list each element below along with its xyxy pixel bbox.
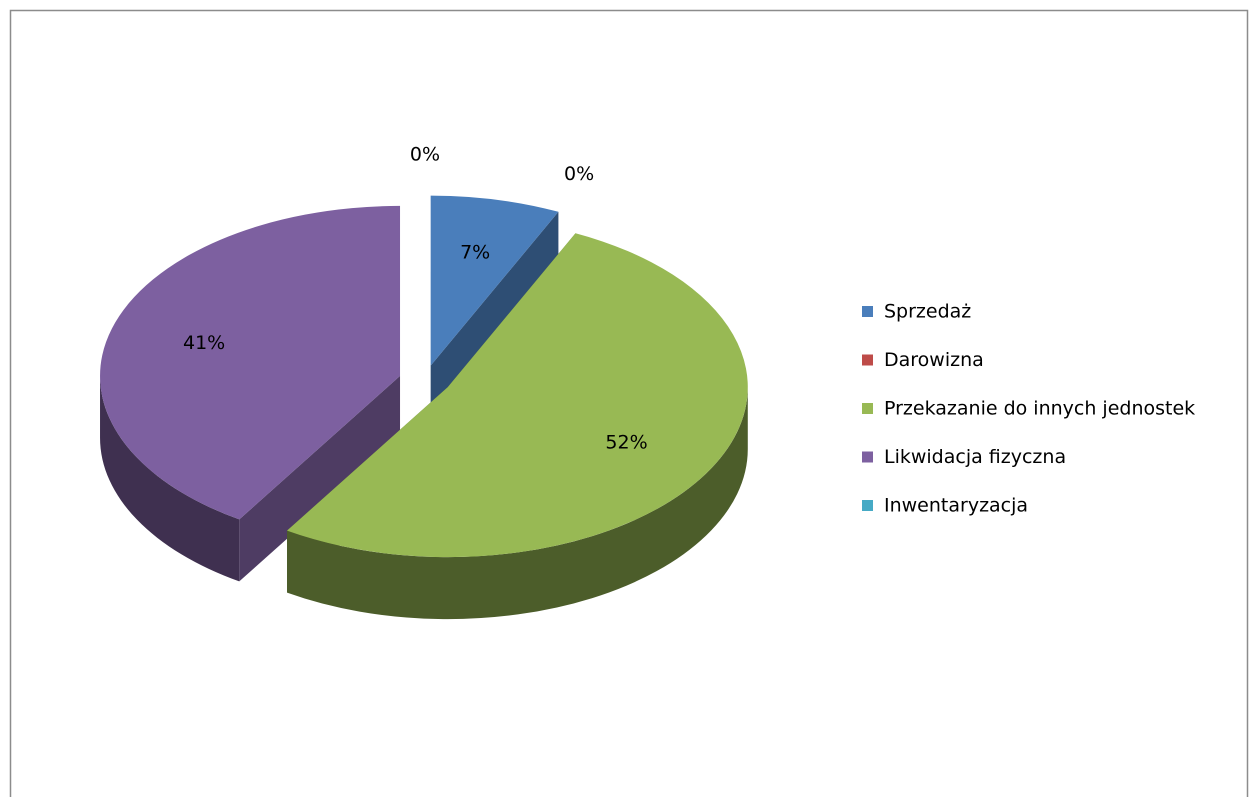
slice	[287, 233, 748, 558]
slice	[430, 195, 559, 366]
slice-side	[287, 387, 748, 620]
slice-side	[100, 375, 240, 582]
legend-label: Inwentaryzacja	[884, 495, 1028, 517]
legend-label: Darowizna	[884, 349, 984, 371]
slice-wall	[239, 375, 401, 582]
data-label: 41%	[183, 332, 225, 354]
legend-label: Przekazanie do innych jednostek	[884, 398, 1195, 420]
data-label: 52%	[605, 431, 647, 453]
legend-label: Sprzedaż	[884, 301, 971, 323]
legend-swatch	[862, 500, 873, 511]
legend-swatch	[862, 306, 873, 317]
data-label: 0%	[564, 163, 594, 185]
legend-swatch	[862, 451, 873, 463]
legend-label: Likwidacja fizyczna	[884, 446, 1066, 468]
slice	[100, 205, 401, 520]
legend-swatch	[862, 354, 873, 366]
data-label: 7%	[460, 241, 490, 263]
data-label: 0%	[410, 143, 440, 165]
legend-swatch	[862, 403, 873, 414]
